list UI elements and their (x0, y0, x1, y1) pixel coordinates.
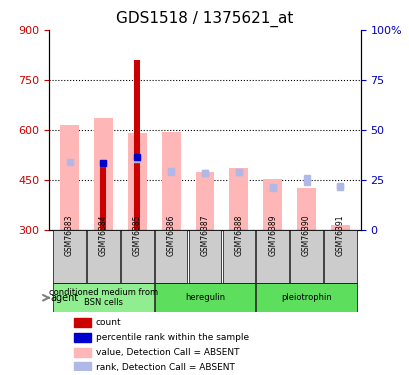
FancyBboxPatch shape (256, 230, 288, 284)
Text: GSM76390: GSM76390 (301, 215, 310, 256)
FancyBboxPatch shape (155, 284, 254, 312)
Text: agent: agent (50, 293, 78, 303)
FancyBboxPatch shape (256, 284, 356, 312)
Text: rank, Detection Call = ABSENT: rank, Detection Call = ABSENT (96, 363, 234, 372)
Bar (100, 167, 106, 230)
Text: GSM76387: GSM76387 (200, 215, 209, 256)
FancyBboxPatch shape (290, 230, 322, 284)
Text: pleiotrophin: pleiotrophin (281, 293, 331, 302)
Text: count: count (96, 318, 121, 327)
Bar (74, 333, 91, 342)
Text: percentile rank within the sample: percentile rank within the sample (96, 333, 248, 342)
Bar (161, 132, 180, 230)
Text: value, Detection Call = ABSENT: value, Detection Call = ABSENT (96, 348, 239, 357)
Bar (195, 172, 214, 230)
Bar (330, 225, 349, 230)
Text: heregulin: heregulin (184, 293, 225, 302)
FancyBboxPatch shape (121, 230, 153, 284)
Text: GSM76389: GSM76389 (267, 215, 276, 256)
Bar (263, 179, 281, 230)
Bar (128, 134, 146, 230)
Bar (297, 189, 315, 230)
Text: GSM76388: GSM76388 (234, 215, 243, 256)
Bar (74, 348, 91, 357)
Bar (94, 118, 112, 230)
Text: GSM76391: GSM76391 (335, 215, 344, 256)
Text: conditioned medium from
BSN cells: conditioned medium from BSN cells (49, 288, 157, 308)
FancyBboxPatch shape (87, 230, 119, 284)
Bar (60, 125, 79, 230)
FancyBboxPatch shape (155, 230, 187, 284)
Bar (229, 168, 248, 230)
Text: GDS1518 / 1375621_at: GDS1518 / 1375621_at (116, 11, 293, 27)
FancyBboxPatch shape (222, 230, 254, 284)
Text: GSM76384: GSM76384 (99, 215, 108, 256)
FancyBboxPatch shape (188, 230, 221, 284)
FancyBboxPatch shape (53, 284, 153, 312)
FancyBboxPatch shape (53, 230, 85, 284)
Text: GSM76386: GSM76386 (166, 215, 175, 256)
Text: GSM76383: GSM76383 (65, 215, 74, 256)
Bar (74, 318, 91, 327)
FancyBboxPatch shape (324, 230, 356, 284)
Bar (134, 60, 140, 230)
Bar (74, 362, 91, 372)
Text: GSM76385: GSM76385 (133, 215, 142, 256)
